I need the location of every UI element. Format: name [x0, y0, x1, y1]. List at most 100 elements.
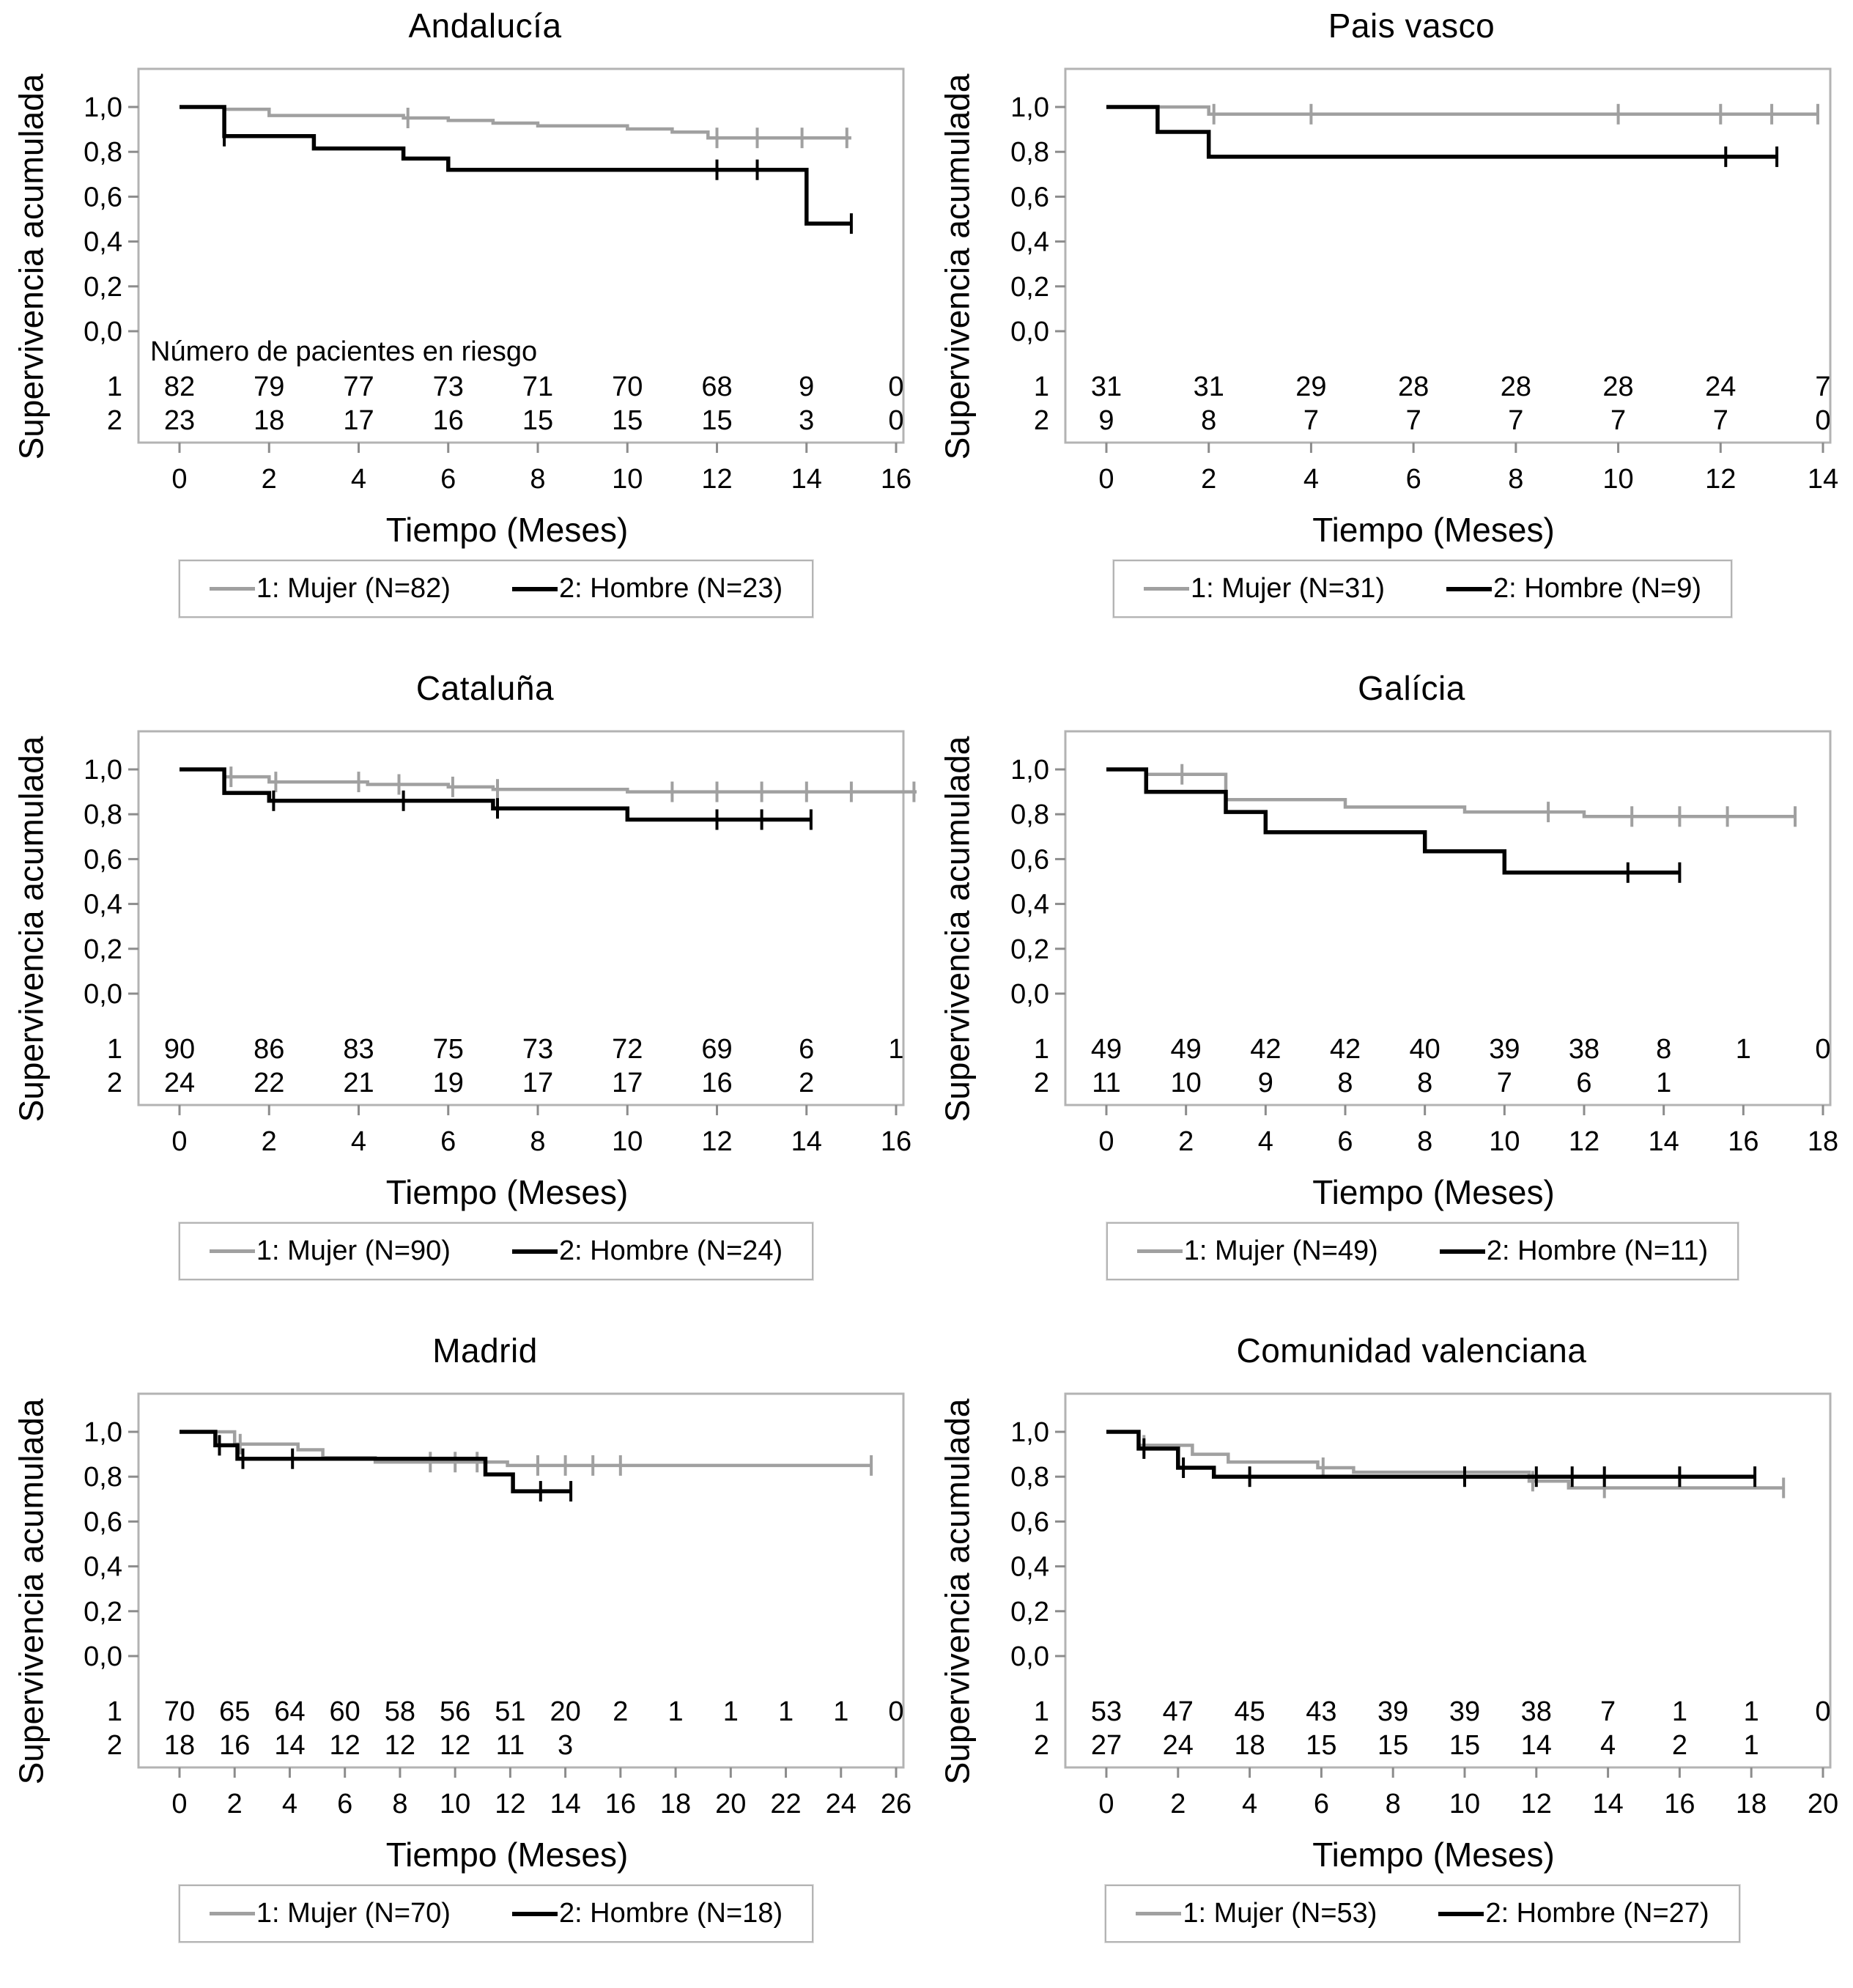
svg-text:16: 16 — [701, 1068, 732, 1098]
svg-text:2: 2 — [799, 1068, 814, 1098]
legend: 1: Mujer (N=70) 2: Hombre (N=18) — [178, 1885, 814, 1943]
svg-text:0,2: 0,2 — [84, 934, 122, 965]
km-plot-svg: 1,00,80,60,40,20,00 2 4 6 8 10 12 141 31 31 29 28 28… — [1010, 67, 1838, 495]
svg-text:24: 24 — [1162, 1730, 1193, 1761]
svg-text:2: 2 — [262, 464, 277, 495]
legend-label-mujer: 1: Mujer (N=82) — [256, 573, 451, 604]
svg-text:6: 6 — [337, 1789, 352, 1819]
svg-text:2: 2 — [1170, 1789, 1186, 1819]
svg-text:42: 42 — [1329, 1034, 1360, 1065]
svg-text:16: 16 — [219, 1730, 250, 1761]
y-axis-label-wrap: Supervivencia acumulada — [936, 709, 979, 1149]
svg-text:18: 18 — [1736, 1789, 1767, 1819]
legend-wrap: 1: Mujer (N=70) 2: Hombre (N=18) — [33, 1885, 959, 1943]
svg-text:70: 70 — [164, 1696, 195, 1727]
svg-text:71: 71 — [522, 372, 553, 402]
x-axis-label: Tiempo (Meses) — [1312, 1836, 1555, 1874]
legend-item-hombre: 2: Hombre (N=11) — [1439, 1235, 1709, 1267]
svg-text:8: 8 — [1417, 1126, 1432, 1157]
svg-text:18: 18 — [1807, 1126, 1838, 1157]
svg-text:86: 86 — [254, 1034, 284, 1065]
x-axis-label: Tiempo (Meses) — [1312, 511, 1555, 549]
km-plot-svg: 1,00,80,60,40,20,00 2 4 6 8 10 12 14 161 90 86 83 75… — [84, 730, 917, 1157]
legend-label-hombre: 2: Hombre (N=18) — [558, 1898, 783, 1929]
svg-text:12: 12 — [440, 1730, 470, 1761]
svg-text:6: 6 — [440, 464, 456, 495]
hombre-line-swatch-icon — [1446, 586, 1492, 591]
svg-text:1: 1 — [1033, 1034, 1048, 1065]
panel-cataluna: Cataluña Supervivencia acumulada 1,0 0,8 0… — [0, 662, 926, 1325]
svg-text:0,8: 0,8 — [1010, 799, 1049, 830]
chart-title: Comunidad valenciana — [1236, 1331, 1587, 1370]
svg-text:0,8: 0,8 — [84, 1462, 122, 1493]
legend-wrap: 1: Mujer (N=82) 2: Hombre (N=23) — [33, 560, 959, 618]
svg-text:16: 16 — [1728, 1126, 1758, 1157]
svg-text:0,0: 0,0 — [1010, 979, 1049, 1010]
svg-text:6: 6 — [799, 1034, 814, 1065]
svg-text:7: 7 — [1815, 372, 1830, 402]
legend-wrap: 1: Mujer (N=31) 2: Hombre (N=9) — [959, 560, 1853, 618]
legend-label-hombre: 2: Hombre (N=27) — [1485, 1898, 1709, 1929]
svg-text:0: 0 — [171, 464, 187, 495]
svg-text:43: 43 — [1306, 1696, 1336, 1727]
svg-text:0,6: 0,6 — [84, 844, 122, 875]
chart-title: Pais vasco — [1328, 7, 1495, 45]
svg-text:10: 10 — [1602, 464, 1633, 495]
svg-text:31: 31 — [1193, 372, 1224, 402]
svg-text:79: 79 — [254, 372, 284, 402]
y-axis-label-wrap: Supervivencia acumulada — [10, 1372, 52, 1811]
legend: 1: Mujer (N=53) 2: Hombre (N=27) — [1105, 1885, 1740, 1943]
chart-title: Madrid — [432, 1331, 538, 1370]
panel-comunidad-valenciana: Comunidad valenciana Supervivencia acumu… — [926, 1325, 1853, 1987]
svg-text:1: 1 — [668, 1696, 684, 1727]
svg-text:0,0: 0,0 — [1010, 1641, 1049, 1672]
legend-item-hombre: 2: Hombre (N=9) — [1446, 573, 1701, 605]
svg-text:16: 16 — [1664, 1789, 1695, 1819]
x-axis-label: Tiempo (Meses) — [385, 1173, 629, 1211]
svg-text:60: 60 — [330, 1696, 360, 1727]
legend-label-hombre: 2: Hombre (N=11) — [1486, 1235, 1709, 1266]
y-axis-label: Supervivencia acumulada — [12, 736, 51, 1123]
svg-text:12: 12 — [385, 1730, 415, 1761]
svg-text:15: 15 — [1377, 1730, 1408, 1761]
svg-text:10: 10 — [1449, 1789, 1479, 1819]
svg-text:0,2: 0,2 — [1010, 1597, 1049, 1627]
legend: 1: Mujer (N=49) 2: Hombre (N=11) — [1106, 1222, 1739, 1280]
svg-text:0,2: 0,2 — [1010, 272, 1049, 303]
svg-text:24: 24 — [826, 1789, 857, 1819]
km-plot-svg: 1,00,80,60,40,20,00 2 4 6 8 10 12 14 16 18 20 22 24 2… — [84, 1392, 911, 1819]
legend-label-mujer: 1: Mujer (N=53) — [1183, 1898, 1377, 1929]
legend: 1: Mujer (N=31) 2: Hombre (N=9) — [1112, 560, 1733, 618]
legend-label-hombre: 2: Hombre (N=24) — [558, 1235, 783, 1266]
svg-text:9: 9 — [799, 372, 814, 402]
svg-text:12: 12 — [495, 1789, 525, 1819]
svg-text:1: 1 — [1671, 1696, 1687, 1727]
svg-text:10: 10 — [1170, 1068, 1201, 1098]
svg-text:1,0: 1,0 — [84, 755, 122, 786]
svg-text:8: 8 — [1417, 1068, 1432, 1098]
hombre-line-swatch-icon — [1439, 1249, 1485, 1254]
svg-text:1: 1 — [1033, 1696, 1048, 1727]
svg-text:16: 16 — [433, 405, 464, 436]
svg-text:8: 8 — [1385, 1789, 1400, 1819]
svg-text:22: 22 — [770, 1789, 801, 1819]
mujer-line-swatch-icon — [1136, 1249, 1183, 1253]
svg-text:0,2: 0,2 — [84, 272, 122, 303]
x-axis-label: Tiempo (Meses) — [385, 1836, 629, 1874]
svg-text:14: 14 — [1807, 464, 1838, 495]
svg-text:56: 56 — [440, 1696, 470, 1727]
chart-area: Supervivencia acumulada 1,0 0,8 0,6 0,4 0,2 0… — [10, 47, 917, 531]
legend-item-mujer: 1: Mujer (N=70) — [209, 1898, 451, 1929]
svg-text:0: 0 — [1815, 1696, 1830, 1727]
y-axis-label-wrap: Supervivencia acumulada — [936, 47, 979, 487]
chart-area: Supervivencia acumulada 1,0 0,8 0,6 0,4 0,2 0… — [10, 1372, 917, 1855]
svg-text:2: 2 — [262, 1126, 277, 1157]
svg-text:8: 8 — [1337, 1068, 1353, 1098]
svg-text:2: 2 — [1033, 1068, 1048, 1098]
svg-text:2: 2 — [107, 405, 122, 436]
svg-text:0,0: 0,0 — [84, 317, 122, 347]
svg-text:42: 42 — [1250, 1034, 1281, 1065]
svg-text:1: 1 — [107, 1034, 122, 1065]
svg-text:53: 53 — [1090, 1696, 1121, 1727]
